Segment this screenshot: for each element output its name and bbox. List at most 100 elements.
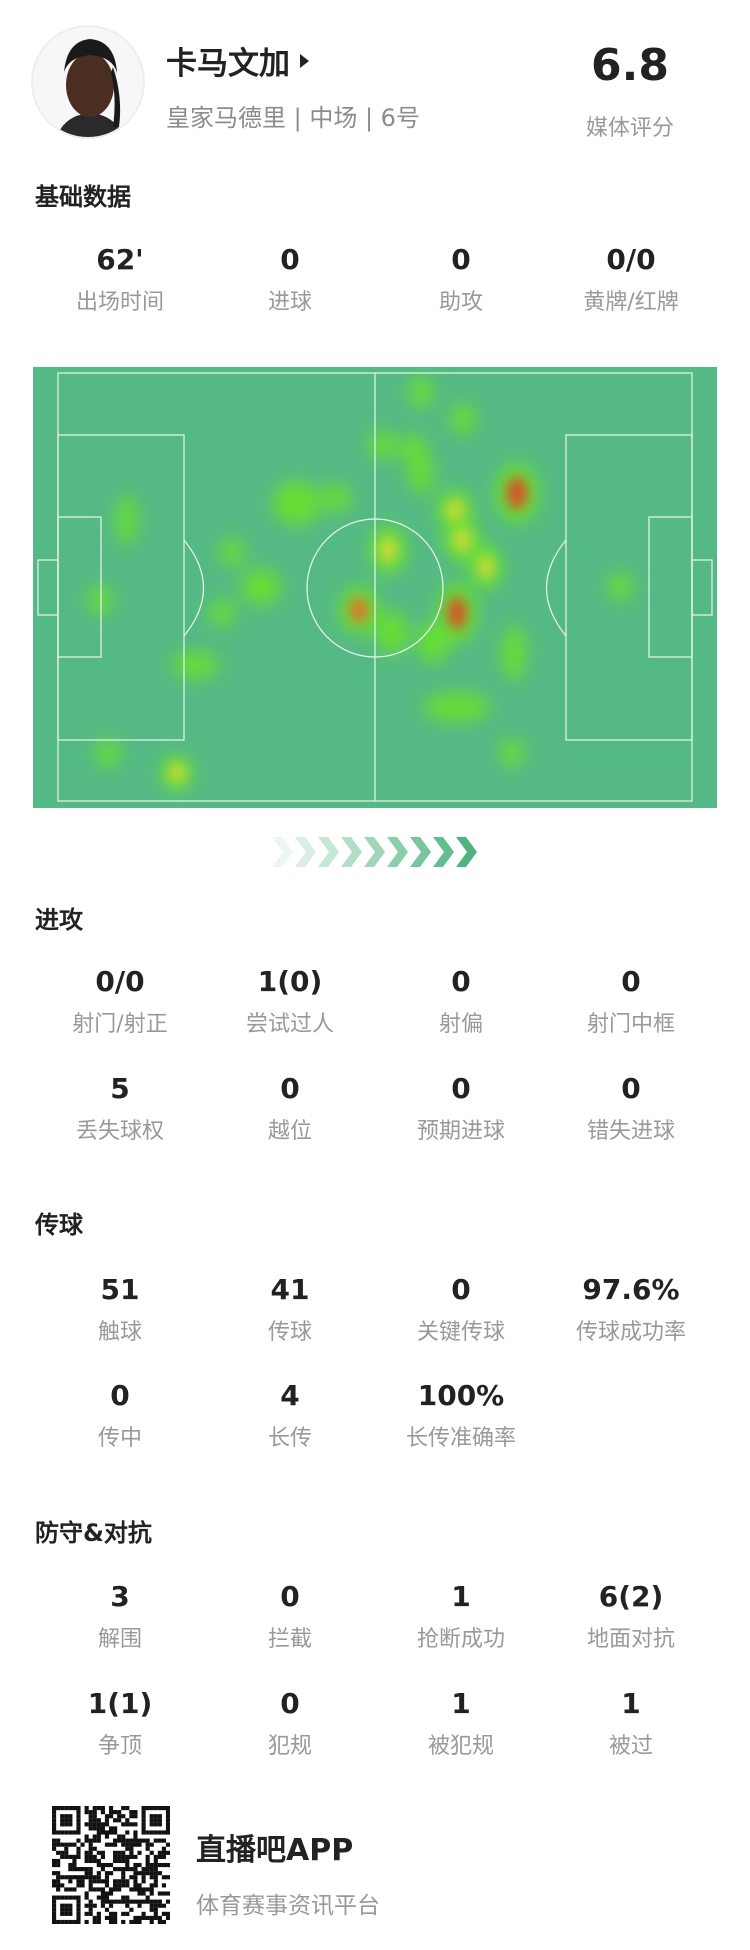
stat-basic-0-3: 0/0 黄牌/红牌 (546, 243, 716, 316)
heat-spot (241, 569, 281, 605)
stat-value: 3 (110, 1580, 130, 1613)
stat-value: 5 (110, 1072, 130, 1105)
chevron-right-icon (272, 837, 293, 867)
stat-label: 预期进球 (416, 1119, 505, 1144)
stat-value: 0 (451, 1273, 471, 1306)
chevron-right-icon (410, 837, 431, 867)
stat-label: 抢断成功 (416, 1627, 505, 1652)
chevron-right-icon (295, 837, 316, 867)
heat-spot (172, 652, 220, 678)
stat-label: 解围 (97, 1627, 142, 1652)
stat-value: 0 (280, 1072, 300, 1105)
chevron-right-icon (433, 837, 454, 867)
heat-hotspot (478, 554, 494, 580)
heat-spot (451, 403, 475, 435)
stat-basic-0-1: 0 进球 (205, 243, 375, 316)
chevron-right-icon (318, 837, 339, 867)
stat-value: 1 (451, 1580, 471, 1613)
stat-value: 0/0 (95, 965, 145, 998)
stat-passing-0-0: 51 触球 (35, 1273, 205, 1346)
stat-label: 地面对抗 (586, 1627, 675, 1652)
heat-spot (417, 623, 449, 663)
stat-value: 100% (417, 1379, 505, 1412)
pitch-lines (37, 372, 713, 802)
stat-passing-0-1: 41 传球 (205, 1273, 375, 1346)
stat-label: 助攻 (438, 290, 483, 315)
heat-spot (500, 739, 524, 767)
stat-value: 1 (621, 1687, 641, 1720)
stat-value: 97.6% (582, 1273, 680, 1306)
section-title-passing: 传球 (35, 1211, 83, 1239)
qr-code[interactable] (52, 1806, 170, 1924)
player-avatar[interactable] (31, 25, 145, 139)
stat-value: 0 (110, 1379, 130, 1412)
heat-hotspot (447, 596, 467, 630)
heat-spot (88, 586, 112, 614)
stat-attack-1-3: 0 错失进球 (546, 1072, 716, 1145)
chevron-right-icon (456, 837, 477, 867)
stat-label: 长传 (267, 1426, 312, 1451)
stat-label: 出场时间 (75, 290, 164, 315)
stat-attack-0-2: 0 射偏 (376, 965, 546, 1038)
stat-label: 触球 (97, 1320, 142, 1345)
stat-passing-1-1: 4 长传 (205, 1379, 375, 1452)
stat-label: 争顶 (97, 1734, 142, 1759)
media-rating: 6.8 (591, 40, 669, 91)
stat-defense-1-3: 1 被过 (546, 1687, 716, 1760)
chevron-right-icon (341, 837, 362, 867)
heat-spot (409, 451, 433, 495)
stat-value: 0 (280, 1580, 300, 1613)
stat-defense-0-2: 1 抢断成功 (376, 1580, 546, 1653)
stat-defense-1-1: 0 犯规 (205, 1687, 375, 1760)
stat-label: 错失进球 (586, 1119, 675, 1144)
heat-spot (323, 484, 351, 512)
heat-spot (608, 573, 632, 601)
stat-value: 0/0 (606, 243, 656, 276)
stat-label: 被过 (608, 1734, 653, 1759)
heat-spot (96, 739, 120, 767)
stat-basic-0-0: 62' 出场时间 (35, 243, 205, 316)
chevron-right-icon (364, 837, 385, 867)
player-team-position: 皇家马德里 | 中场 | 6号 (166, 104, 420, 132)
stat-label: 犯规 (267, 1734, 312, 1759)
stat-label: 长传准确率 (405, 1426, 516, 1451)
stat-defense-0-3: 6(2) 地面对抗 (546, 1580, 716, 1653)
stat-attack-1-0: 5 丢失球权 (35, 1072, 205, 1145)
heat-spot (369, 431, 397, 459)
stat-value: 41 (270, 1273, 310, 1306)
stat-value: 6(2) (598, 1580, 664, 1613)
heat-hotspot (446, 499, 464, 521)
stat-value: 62' (96, 243, 144, 276)
stat-attack-0-1: 1(0) 尝试过人 (205, 965, 375, 1038)
stat-defense-1-0: 1(1) 争顶 (35, 1687, 205, 1760)
stat-value: 0 (621, 1072, 641, 1105)
chevron-right-icon (387, 837, 408, 867)
stat-label: 黄牌/红牌 (583, 290, 679, 315)
heat-spot (117, 494, 137, 546)
stat-label: 传球成功率 (575, 1320, 686, 1345)
heat-hotspot (169, 763, 185, 783)
stat-label: 越位 (267, 1119, 312, 1144)
section-title-defense: 防守&对抗 (35, 1519, 152, 1547)
app-name: 直播吧APP (196, 1833, 354, 1868)
player-name-link[interactable]: 卡马文加 (166, 38, 309, 83)
heat-spot (423, 693, 491, 721)
stat-value: 0 (451, 243, 471, 276)
stat-passing-0-2: 0 关键传球 (376, 1273, 546, 1346)
stat-label: 关键传球 (416, 1320, 505, 1345)
stat-value: 0 (621, 965, 641, 998)
heat-spot (376, 611, 408, 655)
stat-attack-1-2: 0 预期进球 (376, 1072, 546, 1145)
media-rating-label: 媒体评分 (585, 116, 674, 141)
stat-passing-1-2: 100% 长传准确率 (376, 1379, 546, 1452)
stat-value: 4 (280, 1379, 300, 1412)
stat-attack-1-1: 0 越位 (205, 1072, 375, 1145)
stat-label: 传球 (267, 1320, 312, 1345)
stat-attack-0-3: 0 射门中框 (546, 965, 716, 1038)
section-title-attack: 进攻 (35, 906, 83, 934)
stat-basic-0-2: 0 助攻 (376, 243, 546, 316)
stat-label: 拦截 (267, 1627, 312, 1652)
stat-value: 1 (451, 1687, 471, 1720)
stat-passing-0-3: 97.6% 传球成功率 (546, 1273, 716, 1346)
heat-spot (409, 376, 433, 408)
